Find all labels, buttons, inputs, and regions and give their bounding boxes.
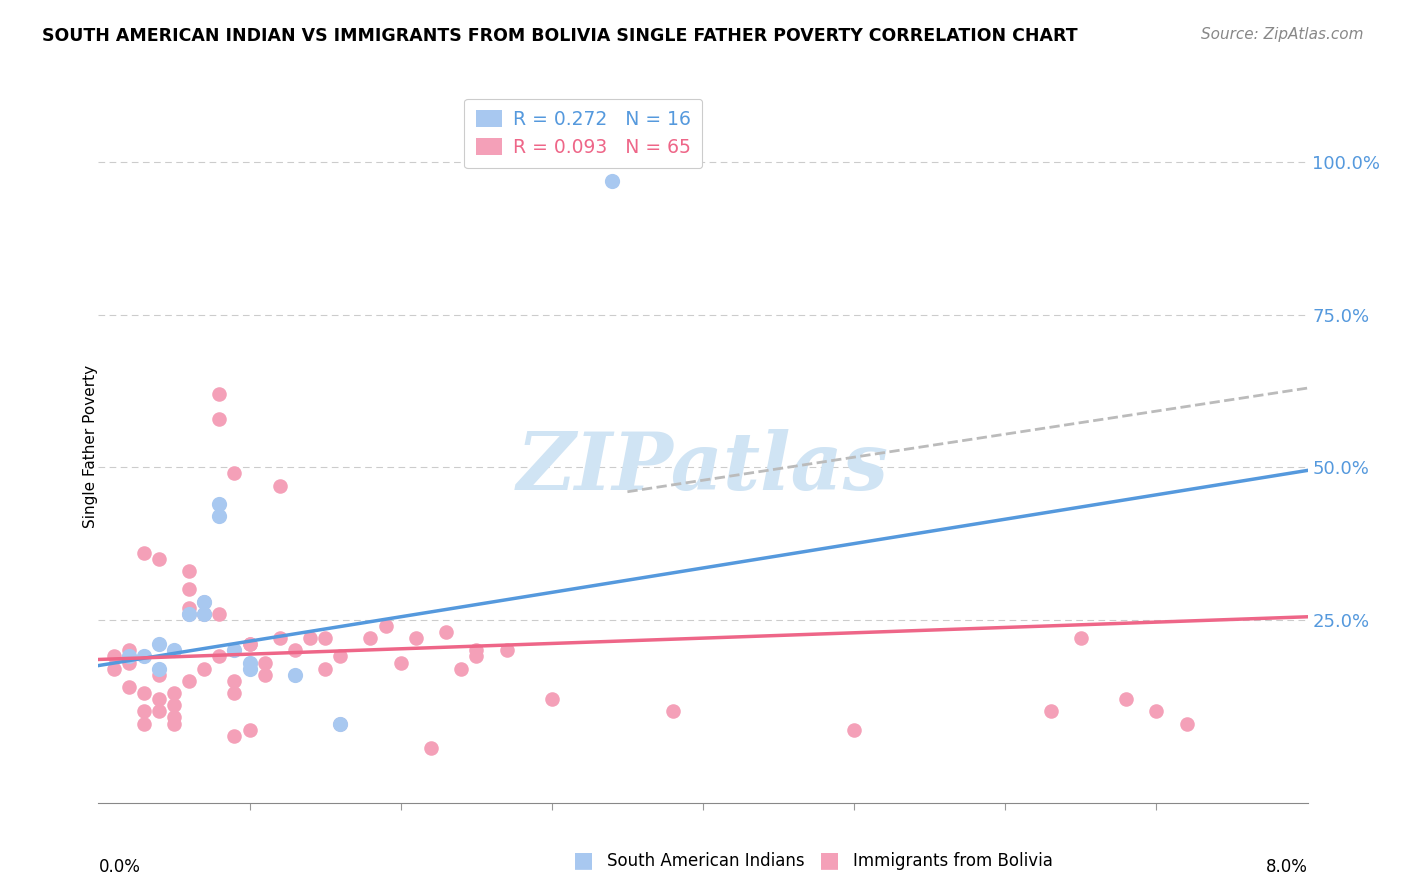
Point <box>148 704 170 718</box>
Point <box>193 607 215 621</box>
Point <box>239 723 262 737</box>
Point <box>239 637 262 651</box>
Point <box>132 716 155 731</box>
Point <box>224 643 246 657</box>
Point <box>224 686 246 700</box>
Point <box>329 649 352 664</box>
Text: South American Indians: South American Indians <box>607 852 806 870</box>
Point <box>179 564 201 578</box>
Point <box>118 680 141 694</box>
Point <box>132 649 155 664</box>
Point <box>118 656 141 670</box>
Point <box>163 716 186 731</box>
Text: 0.0%: 0.0% <box>98 858 141 876</box>
Point <box>179 673 201 688</box>
Point <box>193 607 215 621</box>
Point <box>193 662 215 676</box>
Point <box>103 662 125 676</box>
Point <box>541 692 564 706</box>
Point <box>179 607 201 621</box>
Point <box>163 643 186 657</box>
Point <box>269 478 291 492</box>
Point <box>314 662 336 676</box>
Point <box>193 607 215 621</box>
Point <box>208 497 231 511</box>
Point <box>193 594 215 608</box>
Text: SOUTH AMERICAN INDIAN VS IMMIGRANTS FROM BOLIVIA SINGLE FATHER POVERTY CORRELATI: SOUTH AMERICAN INDIAN VS IMMIGRANTS FROM… <box>42 27 1078 45</box>
Point <box>103 649 125 664</box>
Point <box>450 662 472 676</box>
Point <box>299 631 322 645</box>
Point <box>1070 631 1092 645</box>
Point <box>239 662 262 676</box>
Text: ZIPatlas: ZIPatlas <box>517 429 889 506</box>
Point <box>179 600 201 615</box>
Point <box>118 643 141 657</box>
Text: 8.0%: 8.0% <box>1265 858 1308 876</box>
Point <box>148 662 170 676</box>
Point <box>148 692 170 706</box>
Point <box>314 631 336 645</box>
Point <box>132 686 155 700</box>
Point <box>284 643 307 657</box>
Point <box>132 704 155 718</box>
Point <box>374 619 396 633</box>
Point <box>208 411 231 425</box>
Text: ■: ■ <box>820 850 839 870</box>
Point <box>284 667 307 681</box>
Point <box>329 716 352 731</box>
Point <box>1146 704 1168 718</box>
Point <box>118 649 141 664</box>
Point <box>253 656 276 670</box>
Point <box>253 667 276 681</box>
Point <box>465 643 488 657</box>
Point <box>360 631 382 645</box>
Point <box>844 723 866 737</box>
Point <box>148 637 170 651</box>
Point <box>163 698 186 713</box>
Point <box>239 637 262 651</box>
Point <box>239 656 262 670</box>
Point <box>495 643 517 657</box>
Point <box>1115 692 1137 706</box>
Legend: R = 0.272   N = 16, R = 0.093   N = 65: R = 0.272 N = 16, R = 0.093 N = 65 <box>464 99 703 169</box>
Point <box>405 631 427 645</box>
Point <box>193 594 215 608</box>
Point <box>465 649 488 664</box>
Text: Immigrants from Bolivia: Immigrants from Bolivia <box>853 852 1053 870</box>
Point <box>208 649 231 664</box>
Text: Source: ZipAtlas.com: Source: ZipAtlas.com <box>1201 27 1364 42</box>
Point <box>434 625 457 640</box>
Point <box>224 467 246 481</box>
Point <box>420 740 443 755</box>
Point <box>662 704 685 718</box>
Point <box>179 607 201 621</box>
Point <box>224 729 246 743</box>
Point <box>179 582 201 597</box>
Point <box>208 387 231 401</box>
Point <box>1175 716 1198 731</box>
Point <box>163 710 186 724</box>
Point <box>132 546 155 560</box>
Point <box>208 509 231 524</box>
Point <box>163 686 186 700</box>
Point <box>148 551 170 566</box>
Text: ■: ■ <box>574 850 593 870</box>
Y-axis label: Single Father Poverty: Single Father Poverty <box>83 365 97 527</box>
Point <box>148 667 170 681</box>
Point <box>1039 704 1062 718</box>
Point <box>602 174 624 188</box>
Point <box>208 607 231 621</box>
Point <box>269 631 291 645</box>
Point <box>329 716 352 731</box>
Point <box>224 673 246 688</box>
Point <box>389 656 412 670</box>
